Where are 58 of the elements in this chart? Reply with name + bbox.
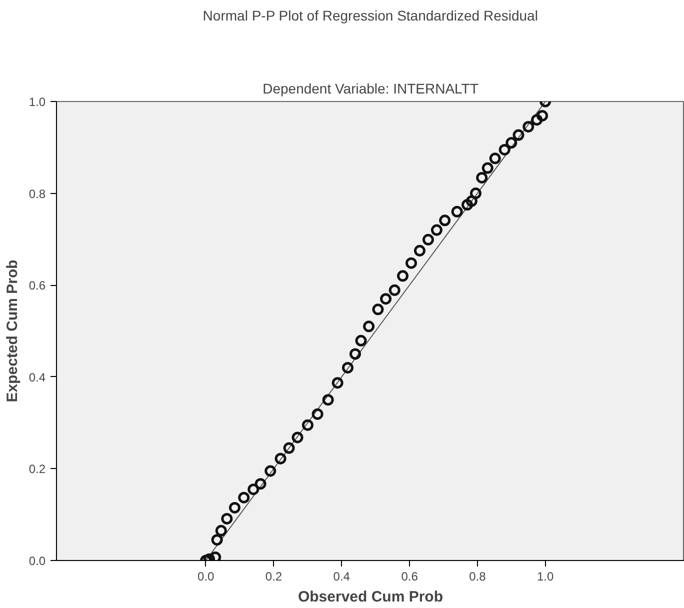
point: [461, 199, 473, 211]
y-tick-label: 0.4: [28, 370, 46, 384]
point: [215, 524, 227, 536]
point: [489, 152, 501, 164]
point: [274, 452, 286, 464]
x-tick-label: 0.2: [265, 570, 282, 584]
point: [422, 234, 434, 246]
point: [355, 334, 367, 346]
point: [439, 214, 451, 226]
point: [482, 162, 494, 174]
point: [312, 408, 324, 420]
point: [302, 419, 314, 431]
point: [388, 284, 400, 296]
point: [211, 534, 223, 546]
point: [414, 244, 426, 256]
y-tick-label: 0.2: [28, 462, 46, 476]
point: [531, 114, 543, 126]
point: [451, 206, 463, 218]
point: [380, 293, 392, 305]
y-axis-title: Expected Cum Prob: [4, 260, 21, 402]
point: [254, 478, 266, 490]
y-tick-label: 0.8: [28, 186, 46, 201]
point: [264, 465, 276, 477]
point: [238, 492, 250, 504]
y-tick-label: 1.0: [28, 95, 46, 109]
point: [228, 502, 240, 514]
point: [405, 257, 417, 269]
x-tick-label: 0.6: [401, 570, 418, 584]
point: [512, 129, 524, 141]
point: [210, 552, 222, 560]
point: [476, 172, 488, 184]
point: [372, 304, 384, 316]
point: [349, 348, 361, 360]
point: [221, 512, 233, 524]
x-tick-label: 0.0: [198, 570, 215, 584]
point: [536, 110, 548, 122]
chart-subtitle: Dependent Variable: INTERNALTT: [262, 80, 479, 96]
x-axis-title: Observed Cum Prob: [298, 588, 444, 606]
x-tick-label: 0.4: [333, 570, 350, 584]
point: [363, 320, 375, 332]
point: [466, 195, 478, 207]
point: [470, 188, 482, 200]
x-tick-label: 0.8: [469, 570, 486, 584]
y-tick-label: 0.6: [28, 278, 46, 293]
point: [342, 362, 354, 374]
point: [397, 270, 408, 282]
y-tick-label: 0.0: [28, 554, 46, 568]
point: [522, 121, 534, 132]
point: [506, 137, 518, 149]
point: [498, 144, 510, 156]
point: [248, 484, 260, 496]
point: [332, 377, 344, 389]
point: [322, 394, 334, 406]
x-tick-label: 1.0: [536, 570, 554, 584]
point: [430, 224, 442, 236]
point: [292, 432, 304, 444]
chart-title: Normal P-P Plot of Regression Standardized Residual: [202, 8, 538, 24]
point: [283, 442, 295, 454]
